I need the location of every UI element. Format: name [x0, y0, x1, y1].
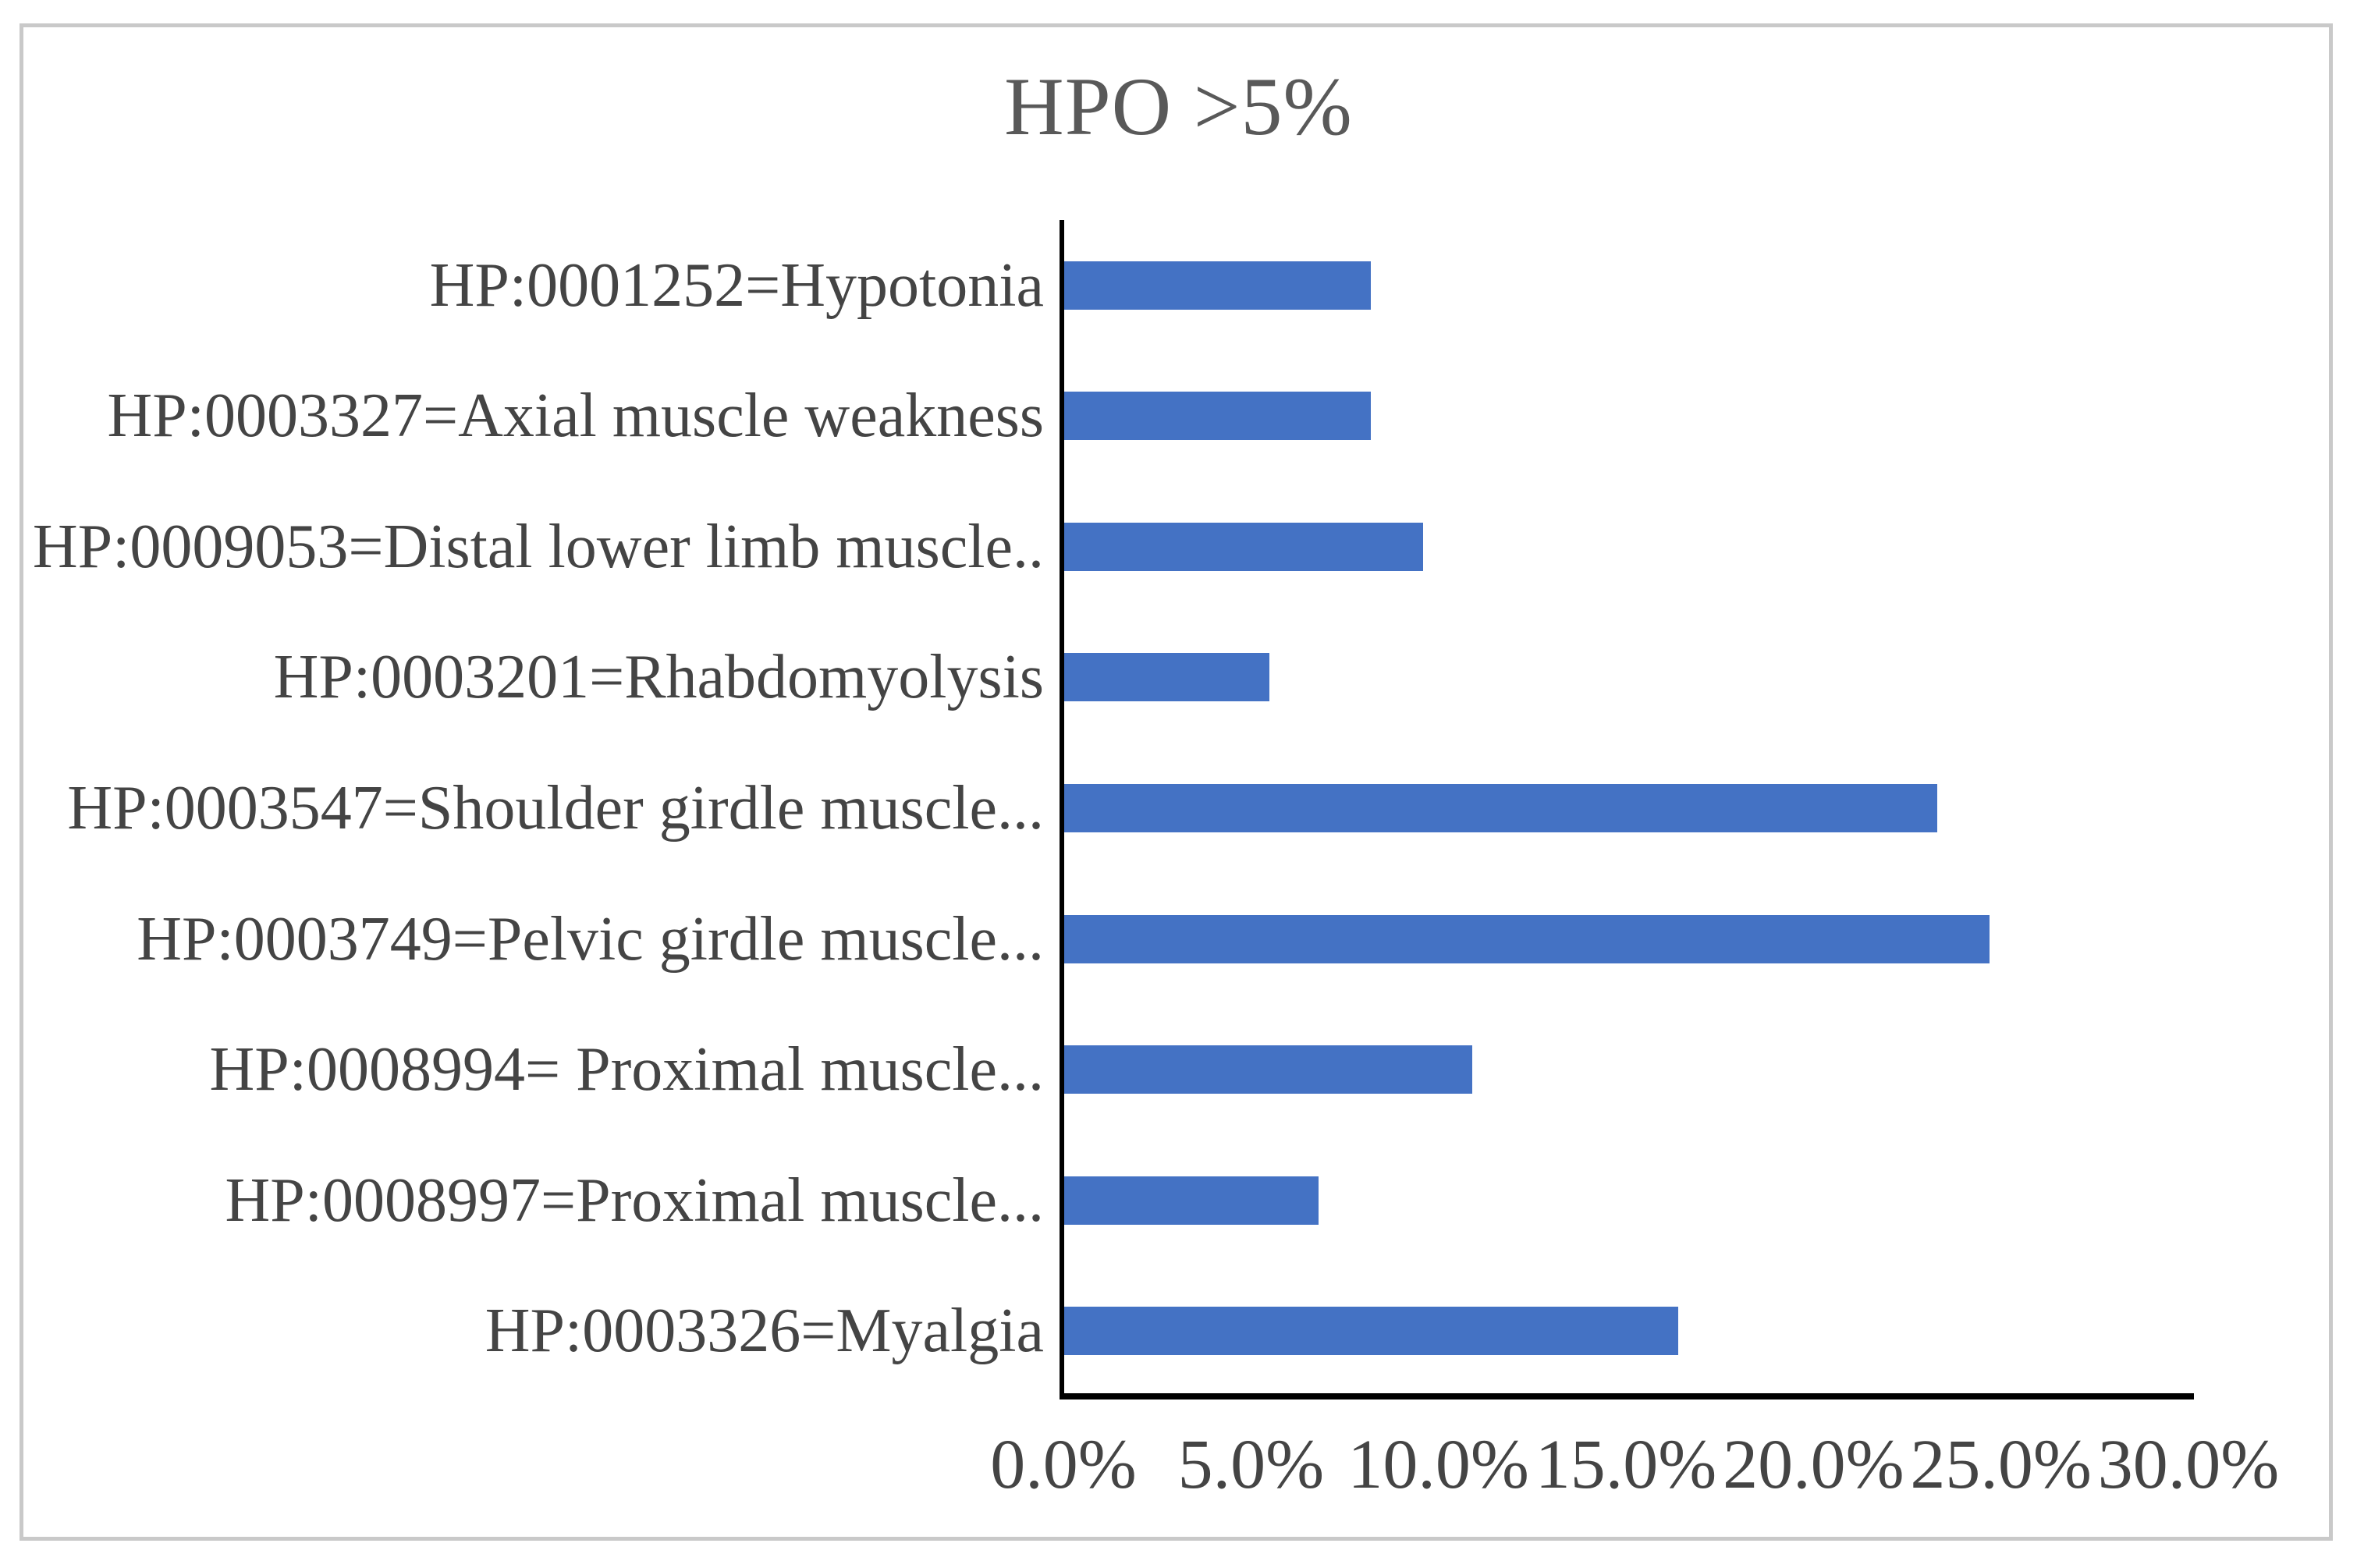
plot-area	[1063, 220, 2188, 1396]
x-axis-ticks: 0.0% 5.0% 10.0% 15.0% 20.0% 25.0% 30.0%	[990, 1426, 2279, 1524]
category-label-0: HP:0001252=Hypotonia	[429, 250, 1044, 320]
category-label-7: HP:0008997=Proximal muscle...	[225, 1165, 1044, 1235]
category-label-4: HP:0003547=Shoulder girdle muscle...	[67, 774, 1044, 843]
bar-4	[1063, 784, 1937, 832]
category-label-5: HP:0003749=Pelvic girdle muscle...	[137, 904, 1044, 974]
chart-title: HPO >5%	[1004, 61, 1353, 152]
bar-1	[1063, 392, 1371, 441]
category-label-6: HP:0008994= Proximal muscle...	[209, 1035, 1044, 1105]
bar-3	[1063, 653, 1269, 702]
bar-2	[1063, 522, 1423, 571]
bar-0	[1063, 261, 1371, 310]
x-axis-line	[1060, 1393, 2194, 1399]
x-tick-label-0: 0.0%	[990, 1426, 1137, 1503]
x-tick-label-1: 5.0%	[1177, 1426, 1325, 1503]
x-tick-label-4: 20.0%	[1723, 1426, 1904, 1503]
category-label-1: HP:0003327=Axial muscle weakness	[107, 381, 1044, 451]
category-axis: HP:0001252=Hypotonia HP:0003327=Axial mus…	[0, 0, 1044, 1568]
x-tick-label-3: 15.0%	[1535, 1426, 1717, 1503]
x-tick-label-6: 30.0%	[2097, 1426, 2280, 1503]
y-axis-line	[1060, 220, 1064, 1399]
category-label-2: HP:0009053=Distal lower limb muscle..	[32, 512, 1044, 581]
category-label-8: HP:0003326=Myalgia	[485, 1297, 1044, 1366]
category-label-3: HP:0003201=Rhabdomyolysis	[273, 643, 1044, 712]
bar-7	[1063, 1176, 1319, 1225]
x-tick-label-2: 10.0%	[1347, 1426, 1529, 1503]
bar-6	[1063, 1045, 1472, 1094]
bar-8	[1063, 1307, 1678, 1356]
bar-5	[1063, 914, 1990, 963]
x-tick-label-5: 25.0%	[1910, 1426, 2092, 1503]
